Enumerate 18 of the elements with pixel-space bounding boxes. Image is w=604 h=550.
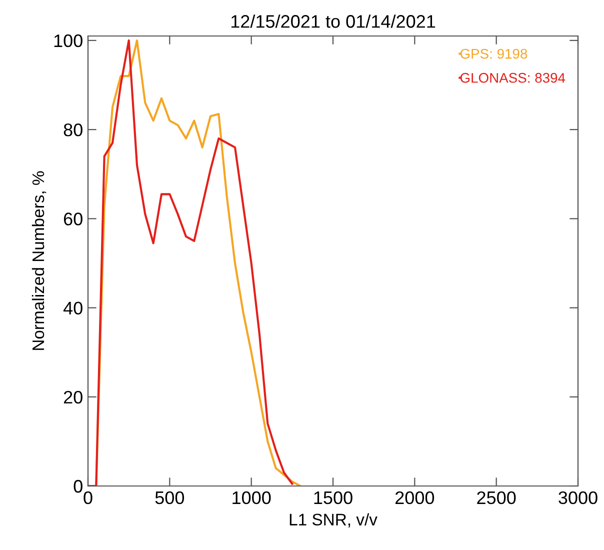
y-tick-label: 20 <box>64 390 82 404</box>
x-tick-label: 1500 <box>314 491 352 504</box>
x-tick-label: 0 <box>84 491 92 504</box>
x-tick-label: 1000 <box>232 491 271 504</box>
chart-title: 12/15/2021 to 01/14/2021 <box>231 14 436 28</box>
x-axis-title: L1 SNR, v/v <box>290 513 378 528</box>
y-tick-label: 100 <box>54 34 82 48</box>
legend-label: GLONASS: 8394 <box>460 72 566 83</box>
y-tick-label: 40 <box>63 302 82 314</box>
y-tick-label: 80 <box>64 124 82 136</box>
x-tick-label: 500 <box>155 491 184 504</box>
legend-label: GPS: 9198 <box>460 48 528 59</box>
x-tick-label: 2000 <box>395 491 434 504</box>
y-tick-label: 0 <box>74 480 82 493</box>
y-axis-title: Normalized Numbers, % <box>32 171 46 350</box>
y-tick-label: 60 <box>64 212 82 226</box>
x-tick-label: 2500 <box>477 491 516 504</box>
x-tick-label: 3000 <box>558 491 598 504</box>
